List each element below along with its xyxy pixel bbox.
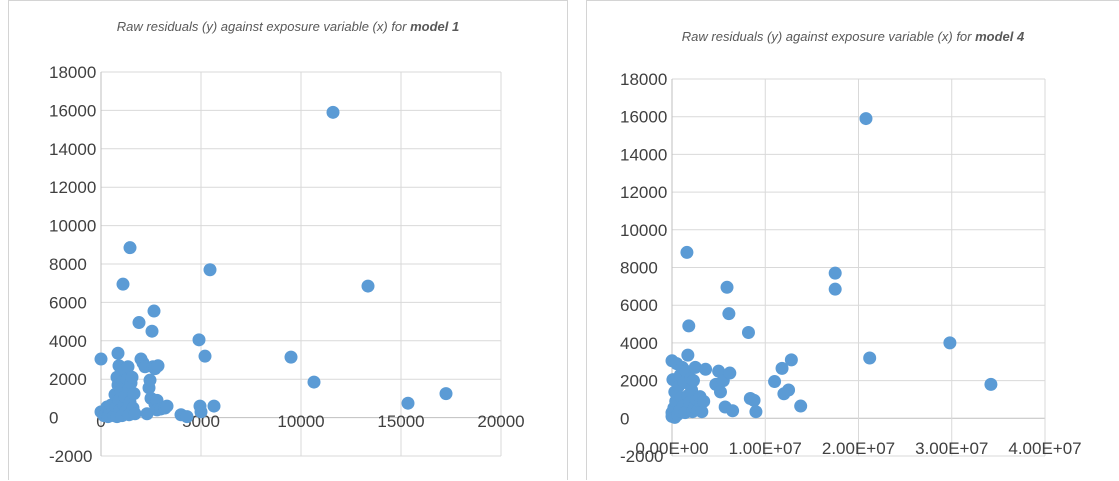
y-tick-label: 16000 <box>620 108 667 127</box>
chart-title: Raw residuals (y) against exposure varia… <box>116 19 460 34</box>
scatter-point <box>151 359 165 373</box>
y-tick-label: 4000 <box>620 334 658 353</box>
scatter-point <box>726 404 740 418</box>
scatter-point <box>682 319 696 333</box>
y-tick-label: 14000 <box>49 140 96 159</box>
y-tick-label: 8000 <box>49 255 87 274</box>
scatter-point <box>699 362 713 376</box>
scatter-point <box>784 353 798 367</box>
scatter-point <box>680 245 694 259</box>
y-tick-label: 0 <box>49 409 58 428</box>
scatter-point <box>116 277 130 291</box>
chart-title: Raw residuals (y) against exposure varia… <box>681 29 1025 44</box>
scatter-point <box>147 304 161 318</box>
scatter-point <box>695 405 709 419</box>
scatter-plot: -2000 0 2000 4000 6000 8000 10000 12000 14000 160… <box>620 70 1082 466</box>
y-tick-label: -2000 <box>49 447 92 466</box>
scatter-point <box>160 399 174 413</box>
scatter-point <box>140 407 154 421</box>
scatter-point <box>782 383 796 397</box>
y-tick-label: 10000 <box>620 221 667 240</box>
y-tick-label: 12000 <box>49 178 96 197</box>
scatter-point <box>121 360 135 374</box>
x-tick-label: 4.00E+07 <box>1008 439 1081 458</box>
scatter-point <box>198 349 212 363</box>
scatter-point <box>439 387 453 401</box>
scatter-point <box>768 375 782 389</box>
scatter-point <box>326 105 340 119</box>
scatter-point <box>859 112 873 126</box>
y-tick-label: 14000 <box>620 145 667 164</box>
scatter-point <box>686 374 700 388</box>
x-tick-label: 0 <box>96 412 105 431</box>
scatter-point <box>203 263 217 277</box>
scatter-point <box>123 241 137 255</box>
scatter-point <box>128 407 142 421</box>
scatter-point <box>722 307 736 321</box>
y-tick-label: 2000 <box>620 372 658 391</box>
scatter-point <box>194 405 208 419</box>
scatter-point <box>720 280 734 294</box>
scatter-plot: -200002000400060008000100001200014000160… <box>49 63 525 466</box>
scatter-point <box>94 352 108 366</box>
y-tick-label: 2000 <box>49 370 87 389</box>
y-tick-label: 18000 <box>49 63 96 82</box>
scatter-point <box>775 361 789 375</box>
scatter-point <box>361 279 375 293</box>
y-tick-label: 6000 <box>620 296 658 315</box>
x-tick-label: 15000 <box>377 412 424 431</box>
chart-panel-model-4: Raw residuals (y) against exposure varia… <box>586 0 1119 480</box>
x-tick-label: 10000 <box>277 412 324 431</box>
x-tick-label: 3.00E+07 <box>915 439 988 458</box>
scatter-point <box>713 385 727 399</box>
x-tick-label: 2.00E+07 <box>822 439 895 458</box>
y-tick-label: 10000 <box>49 217 96 236</box>
scatter-point <box>828 266 842 280</box>
scatter-point <box>180 410 194 424</box>
scatter-point <box>723 366 737 380</box>
scatter-point <box>111 346 125 360</box>
scatter-point <box>741 326 755 340</box>
scatter-point <box>794 399 808 413</box>
scatter-point <box>125 370 139 384</box>
scatter-point <box>145 324 159 338</box>
scatter-point <box>984 377 998 391</box>
y-tick-label: 18000 <box>620 70 667 89</box>
scatter-point <box>688 360 702 374</box>
scatter-point <box>681 348 695 362</box>
scatter-point <box>207 399 221 413</box>
scatter-point <box>132 316 146 330</box>
y-tick-label: 8000 <box>620 259 658 278</box>
scatter-point <box>127 387 141 401</box>
scatter-point <box>143 373 157 387</box>
x-tick-label: 0.00E+00 <box>635 439 708 458</box>
y-tick-label: 16000 <box>49 101 96 120</box>
y-tick-label: 12000 <box>620 183 667 202</box>
y-tick-label: 4000 <box>49 332 87 351</box>
scatter-point <box>284 350 298 364</box>
scatter-point <box>401 396 415 410</box>
scatter-point <box>828 282 842 296</box>
y-tick-label: 6000 <box>49 293 87 312</box>
x-tick-label: 20000 <box>477 412 524 431</box>
chart-panel-model-1: Raw residuals (y) against exposure varia… <box>8 0 568 480</box>
scatter-point <box>307 375 321 389</box>
scatter-point <box>749 405 763 419</box>
x-tick-label: 1.00E+07 <box>729 439 802 458</box>
y-tick-label: 0 <box>620 409 629 428</box>
scatter-point <box>863 351 877 365</box>
scatter-point <box>747 393 761 407</box>
scatter-point <box>943 336 957 350</box>
scatter-point <box>192 333 206 347</box>
scatter-point <box>697 394 711 408</box>
y-tick-label: -2000 <box>620 447 663 466</box>
